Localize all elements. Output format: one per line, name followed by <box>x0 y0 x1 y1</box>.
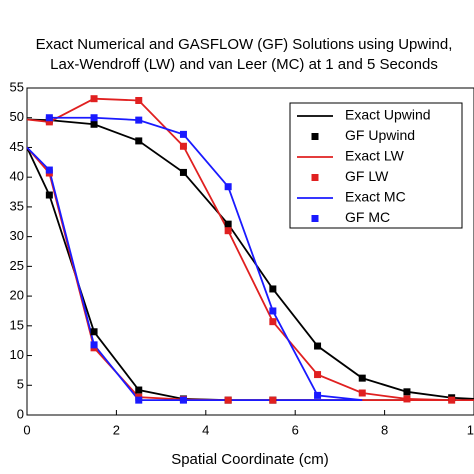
series-marker <box>179 142 187 150</box>
legend-box <box>289 102 463 229</box>
y-tick-label: 40 <box>10 169 24 184</box>
x-tick-label: 6 <box>292 422 299 437</box>
x-tick-label: 10 <box>467 422 474 437</box>
legend-marker <box>311 133 319 140</box>
series-marker <box>224 227 232 235</box>
x-tick-label: 2 <box>113 422 120 437</box>
y-tick-label: 45 <box>10 139 24 154</box>
series-marker <box>90 120 98 128</box>
plot-frame <box>26 87 474 416</box>
y-tick-label: 35 <box>10 198 24 213</box>
series-marker <box>358 374 366 382</box>
series-marker <box>269 307 277 315</box>
y-tick-label: 5 <box>17 377 24 392</box>
series-marker <box>224 220 232 228</box>
series-marker <box>45 166 53 174</box>
series-marker <box>269 285 277 293</box>
legend-label: GF Upwind <box>345 127 415 143</box>
y-tick-label: 30 <box>10 228 24 243</box>
series-marker <box>314 391 322 399</box>
series-marker <box>224 183 232 191</box>
series-marker <box>179 396 187 404</box>
x-axis-label: Spatial Coordinate (cm) <box>171 451 329 468</box>
legend-marker <box>311 174 319 181</box>
series-marker <box>179 168 187 176</box>
series-marker <box>135 396 143 404</box>
chart-subtitle: Lax-Wendroff (LW) and van Leer (MC) at 1… <box>50 56 438 73</box>
y-tick-label: 25 <box>10 258 24 273</box>
series-marker <box>45 191 53 199</box>
series-marker <box>135 137 143 145</box>
y-tick-label: 15 <box>10 317 24 332</box>
y-tick-label: 0 <box>17 406 24 421</box>
series-marker <box>90 341 98 349</box>
series-marker <box>314 371 322 379</box>
series-marker <box>45 114 53 122</box>
series-marker <box>403 388 411 396</box>
series-marker <box>90 95 98 103</box>
series-marker <box>135 386 143 394</box>
series-marker <box>358 389 366 397</box>
legend-marker <box>311 215 319 222</box>
series-marker <box>403 395 411 403</box>
y-tick-label: 55 <box>10 79 24 94</box>
series-marker <box>448 396 456 404</box>
series-marker <box>269 396 277 404</box>
series-marker <box>135 96 143 104</box>
chart-title: Exact Numerical and GASFLOW (GF) Solutio… <box>36 36 453 53</box>
series-marker <box>224 396 232 404</box>
legend-label: Exact Upwind <box>345 107 431 123</box>
x-tick-label: 8 <box>381 422 388 437</box>
series-marker <box>314 342 322 350</box>
legend-label: GF MC <box>345 209 390 225</box>
series-marker <box>135 116 143 124</box>
y-tick-label: 10 <box>10 347 24 362</box>
x-tick-label: 4 <box>202 422 209 437</box>
y-tick-label: 50 <box>10 109 24 124</box>
legend-label: Exact MC <box>345 189 406 205</box>
series-marker <box>90 328 98 336</box>
legend-label: Exact LW <box>345 148 405 164</box>
y-tick-label: 20 <box>10 288 24 303</box>
series-marker <box>45 118 53 126</box>
series-marker <box>90 114 98 122</box>
series-marker <box>179 130 187 138</box>
legend-label: GF LW <box>345 168 389 184</box>
x-tick-label: 0 <box>23 422 30 437</box>
series-marker <box>269 318 277 326</box>
